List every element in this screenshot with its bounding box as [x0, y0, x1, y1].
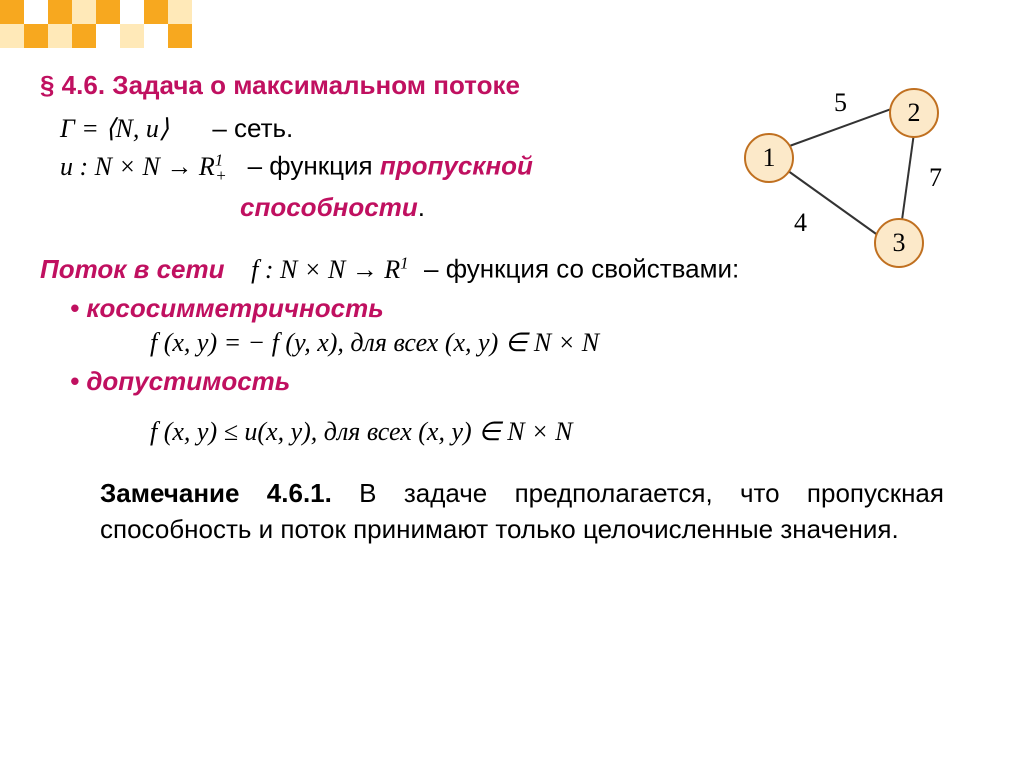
- flow-row: Поток в сети f : N × N → R1 – функция со…: [40, 253, 984, 285]
- feasibility-formula: f (x, y) ≤ u(x, y), для всех (x, y) ∈ N …: [150, 417, 984, 447]
- section-title: § 4.6. Задача о максимальном потоке: [40, 70, 984, 101]
- remark-paragraph: Замечание 4.6.1. В задаче предполагается…: [100, 475, 944, 548]
- u-def-row: u : N × N → R1+ – функция пропускной: [60, 150, 984, 186]
- decorative-squares: [0, 0, 192, 48]
- skew-formula: f (x, y) = − f (y, x), для всех (x, y) ∈…: [150, 328, 984, 358]
- u-def: u : N × N → R1+: [60, 152, 233, 181]
- gamma-def: Γ = ⟨N, u⟩: [60, 114, 169, 143]
- flow-in-network-title: Поток в сети: [40, 254, 225, 284]
- capacity-word-2: способности: [240, 192, 418, 222]
- capacity-row-2: способности.: [240, 192, 984, 223]
- u-func-label: – функция: [248, 151, 373, 181]
- skew-symmetry-title: • кососимметричность: [70, 293, 984, 324]
- f-def: f : N × N → R1: [251, 255, 415, 284]
- network-label: – сеть.: [212, 113, 293, 143]
- remark-title: Замечание 4.6.1.: [100, 478, 332, 508]
- feasibility-title: • допустимость: [70, 366, 984, 397]
- capacity-word-1: пропускной: [380, 151, 533, 181]
- f-label: – функция со свойствами:: [424, 254, 739, 284]
- slide-content: § 4.6. Задача о максимальном потоке Γ = …: [40, 70, 984, 547]
- gamma-row: Γ = ⟨N, u⟩ – сеть.: [60, 113, 984, 144]
